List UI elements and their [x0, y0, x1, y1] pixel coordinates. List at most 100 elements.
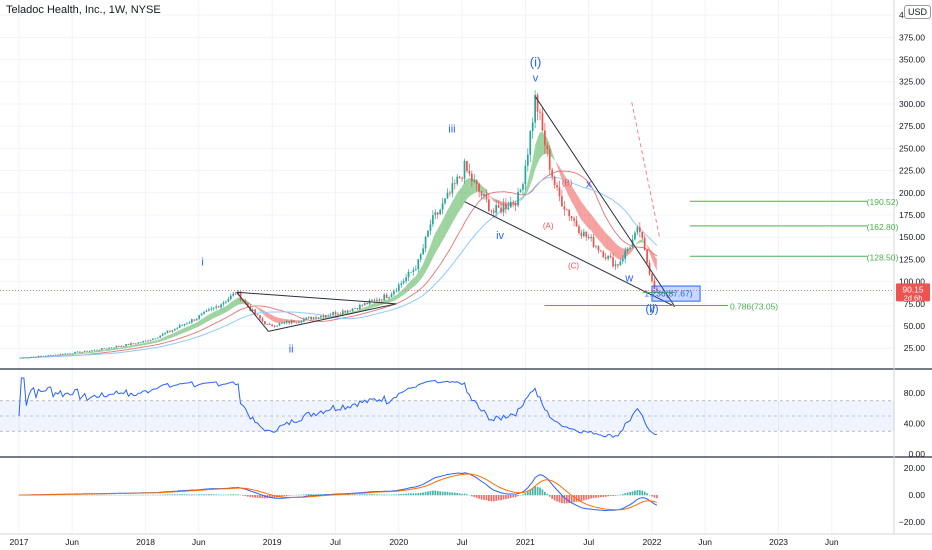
candle-body [203, 311, 205, 314]
ema-ribbon-segment [415, 272, 419, 285]
candle-body [502, 204, 505, 213]
candle-body [609, 255, 612, 258]
candle-body [227, 299, 230, 302]
ema-ribbon-segment [462, 181, 465, 208]
macd-histogram-bar [580, 495, 583, 502]
ema-ribbon-segment [225, 304, 229, 313]
candle-body [436, 212, 439, 215]
candle-body [468, 171, 471, 174]
ema-ribbon-segment [228, 302, 231, 311]
macd-histogram-bar [614, 495, 617, 496]
candle-body [590, 236, 592, 239]
candle-body [188, 322, 191, 324]
ema-ribbon-segment [323, 317, 326, 319]
macd-histogram-bar [215, 494, 218, 496]
ema-ribbon-segment [189, 324, 192, 331]
candle-body [439, 209, 442, 215]
macd-histogram-bar [488, 495, 490, 502]
macd-histogram-bar [453, 492, 456, 496]
ema-ribbon-segment [143, 342, 146, 346]
candle-body [183, 324, 186, 326]
macd-histogram-bar [273, 495, 276, 498]
rsi-panel [0, 377, 894, 438]
candle-body [412, 269, 415, 272]
currency-badge[interactable]: USD [904, 5, 932, 19]
macd-histogram-bar [558, 495, 561, 503]
candle-body [244, 301, 247, 304]
candle-body [156, 337, 159, 339]
candle-body [497, 205, 500, 208]
macd-histogram-bar [232, 494, 235, 496]
candle-body [612, 257, 614, 267]
macd-panel [18, 472, 658, 512]
candle-body [507, 207, 510, 210]
macd-histogram-bar [480, 495, 483, 500]
macd-histogram-bar [631, 491, 634, 496]
macd-histogram-bar [466, 494, 468, 496]
price-axis-tick-label: 150.00 [899, 232, 925, 242]
ma200-line [18, 176, 658, 359]
wedge-lower-line [464, 201, 676, 307]
macd-histogram-bar [317, 494, 320, 496]
price-axis-tick-label: 225.00 [899, 166, 925, 176]
ema-ribbon-segment [109, 348, 112, 351]
candle-body [117, 346, 120, 347]
macd-histogram-bar [142, 494, 145, 496]
macd-histogram-bar [434, 490, 437, 496]
macd-histogram-bar [497, 495, 500, 501]
macd-histogram-bar [195, 494, 198, 496]
macd-histogram-bar [400, 493, 403, 496]
macd-histogram-bar [380, 494, 383, 496]
ema-ribbon-segment [325, 316, 329, 319]
ema-ribbon-segment [169, 333, 173, 339]
candle-body [417, 259, 420, 270]
macd-histogram-bar [351, 494, 354, 496]
candle-body [137, 342, 140, 344]
macd-signal-line [19, 473, 658, 511]
candle-body [461, 177, 463, 179]
macd-histogram-bar [483, 495, 485, 500]
candle-body [383, 294, 386, 301]
ema-ribbon-segment [250, 303, 253, 306]
candle-body [315, 317, 317, 319]
candle-body [220, 304, 222, 308]
candle-body [320, 315, 322, 318]
ema-ribbon-segment [532, 145, 536, 179]
ema-ribbon-segment [82, 352, 85, 354]
candle-body [526, 154, 529, 166]
candle-body [178, 325, 181, 328]
candle-body [169, 331, 171, 332]
macd-histogram-bar [271, 495, 274, 498]
candle-body [429, 224, 432, 231]
price-axis-tick-label: 300.00 [899, 99, 925, 109]
ema-ribbon-segment [406, 282, 409, 294]
macd-histogram-bar [208, 494, 210, 496]
candle-body [71, 353, 74, 355]
macd-histogram-bar [502, 495, 505, 500]
fib-level-label: (162.80) [867, 222, 899, 232]
ema-ribbon-segment [121, 347, 124, 350]
ema-ribbon-segment [564, 175, 567, 192]
symbol-title: Teladoc Health, Inc., 1W, NYSE [6, 4, 161, 16]
candle-body [166, 331, 169, 334]
candle-body [587, 236, 590, 239]
macd-histogram-bar [595, 495, 597, 498]
macd-histogram-bar [76, 494, 79, 496]
candle-body [419, 254, 422, 260]
candle-body [271, 324, 274, 327]
ema-ribbon-segment [598, 223, 601, 243]
candle-body [531, 122, 534, 132]
candle-body [400, 283, 403, 285]
macd-histogram-bar [305, 494, 308, 496]
candle-body [427, 230, 429, 237]
ema-ribbon-segment [216, 310, 219, 318]
candle-body [251, 309, 254, 311]
candle-body [181, 325, 183, 327]
candle-body [524, 165, 527, 185]
ema-ribbon-segment [104, 349, 107, 352]
candle-body [512, 201, 515, 204]
candle-body [582, 231, 585, 236]
candle-body [239, 291, 242, 301]
macd-histogram-bar [634, 490, 636, 496]
